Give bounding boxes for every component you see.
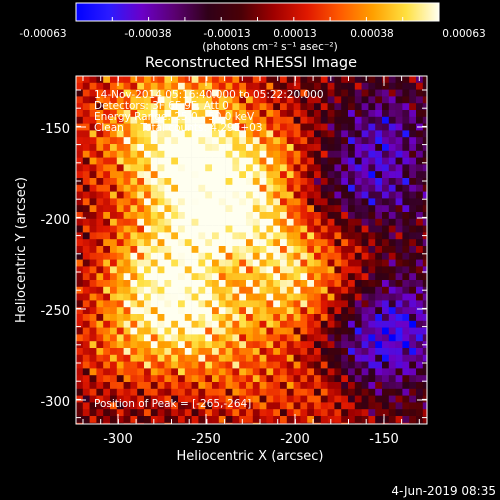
x-tick-label: -200 — [280, 432, 310, 447]
colorbar-tick-label: -0.00038 — [124, 28, 171, 40]
annotation-energy-range: Energy Range: 25.0 - 50.0 keV — [94, 111, 255, 123]
colorbar-tick-label: -0.00063 — [19, 28, 66, 40]
y-tick-label: -200 — [40, 213, 70, 228]
x-tick-label: -250 — [191, 432, 221, 447]
colorbar-tick-label: 0.00038 — [350, 28, 393, 40]
annotation-clean-counts: Clean Total counts: 4.29E+03 — [94, 122, 263, 134]
colorbar-tick-label: -0.00013 — [203, 28, 250, 40]
x-tick-label: -300 — [103, 432, 133, 447]
x-tick-label: -150 — [369, 432, 399, 447]
peak-position-label: Position of Peak = [-265,-264] — [94, 398, 251, 410]
heatmap-pixels — [76, 76, 427, 424]
map-frame — [75, 75, 428, 425]
x-axis-label: Heliocentric X (arcsec) — [177, 449, 324, 464]
y-tick-label: -150 — [40, 122, 70, 137]
rhessi-image — [75, 75, 428, 425]
y-tick-label: -250 — [40, 304, 70, 319]
annotation-detectors: Detectors: 3F 6F 9F, Att 0 — [94, 100, 229, 112]
y-tick-label: -300 — [40, 395, 70, 410]
image-annotations: 14-Nov-2014 05:16:40.000 to 05:22:20.000… — [94, 89, 324, 410]
axis-ticks — [76, 76, 427, 424]
colorbar-ticks — [75, 17, 440, 21]
colorbar: -0.00063 -0.00038 -0.00013 0.00013 0.000… — [19, 2, 486, 53]
colorbar-gradient — [76, 3, 439, 21]
colorbar-units: (photons cm⁻² s⁻¹ asec⁻²) — [202, 41, 337, 53]
plot-title: Reconstructed RHESSI Image — [145, 55, 357, 71]
colorbar-tick-label: 0.00013 — [273, 28, 316, 40]
annotation-time-range: 14-Nov-2014 05:16:40.000 to 05:22:20.000 — [94, 89, 324, 101]
footer-timestamp: 4-Jun-2019 08:35 — [391, 484, 496, 498]
y-axis-label: Heliocentric Y (arcsec) — [14, 177, 29, 323]
colorbar-tick-label: 0.00063 — [442, 28, 485, 40]
